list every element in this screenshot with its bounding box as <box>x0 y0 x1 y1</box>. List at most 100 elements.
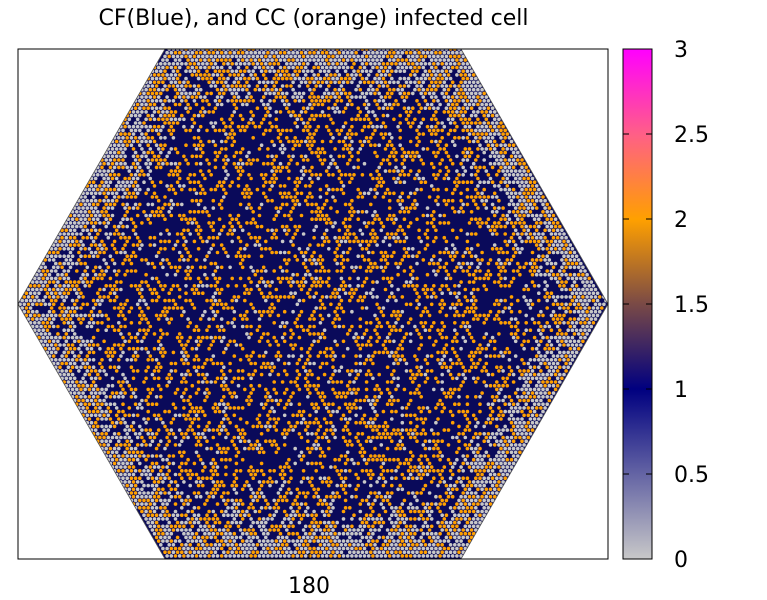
cell <box>366 87 371 92</box>
cell <box>251 136 255 140</box>
cell <box>295 361 300 366</box>
cell <box>400 50 405 55</box>
cell <box>297 62 302 66</box>
cell <box>83 261 87 266</box>
cell <box>576 295 581 299</box>
cell <box>83 358 87 362</box>
cell <box>83 343 87 347</box>
cell <box>469 106 474 110</box>
cell <box>278 147 283 151</box>
cell <box>104 328 108 333</box>
cell <box>507 136 512 140</box>
cell <box>316 258 321 262</box>
cell <box>184 106 188 110</box>
cell <box>560 302 564 307</box>
cell <box>293 91 298 96</box>
cell <box>243 54 247 59</box>
cell <box>530 213 535 218</box>
cell <box>453 254 457 258</box>
cell <box>175 180 180 184</box>
cell <box>427 84 432 88</box>
cell <box>125 254 129 258</box>
cell <box>173 369 178 373</box>
cell <box>215 58 220 62</box>
cell <box>497 117 501 122</box>
cell <box>180 358 184 362</box>
cell <box>348 372 352 377</box>
cell <box>182 354 186 358</box>
cell <box>385 276 390 281</box>
cell <box>278 139 283 144</box>
cell <box>356 210 361 214</box>
cell <box>570 358 575 362</box>
cell <box>310 372 314 377</box>
cell <box>429 102 434 107</box>
cell <box>474 76 478 81</box>
cell <box>322 202 327 207</box>
cell <box>425 235 430 240</box>
cell <box>518 176 522 181</box>
cell <box>75 210 79 214</box>
cell <box>534 184 539 188</box>
cell <box>154 76 159 81</box>
cell <box>501 309 505 314</box>
cell <box>70 335 75 340</box>
cell <box>26 287 31 292</box>
cell <box>343 121 348 125</box>
cell <box>209 284 213 288</box>
cell <box>131 228 136 233</box>
cell <box>358 110 363 114</box>
cell <box>49 343 54 347</box>
cell <box>314 276 319 281</box>
cell <box>261 161 266 166</box>
cell <box>232 161 237 166</box>
cell <box>308 324 312 329</box>
cell <box>402 150 407 155</box>
cell <box>421 309 426 314</box>
cell <box>306 128 310 133</box>
cell <box>383 73 388 77</box>
cell <box>60 295 64 299</box>
cell <box>450 206 455 210</box>
cell <box>280 128 285 133</box>
cell <box>213 187 218 192</box>
cell <box>289 195 293 199</box>
cell <box>77 317 81 321</box>
cell <box>421 287 426 292</box>
cell <box>83 224 87 229</box>
cell <box>49 269 54 273</box>
cell <box>188 210 192 214</box>
cell <box>545 365 549 370</box>
cell <box>385 69 390 73</box>
cell <box>207 110 211 114</box>
cell <box>492 228 497 233</box>
cell <box>352 76 356 81</box>
cell <box>503 261 508 266</box>
cell <box>423 62 428 66</box>
cell <box>152 139 157 144</box>
cell <box>190 154 195 159</box>
cell <box>306 121 310 125</box>
cell <box>396 265 400 270</box>
cell <box>129 113 134 118</box>
cell <box>463 95 468 99</box>
cell <box>406 195 411 199</box>
cell <box>375 58 379 62</box>
cell <box>123 302 127 307</box>
cell <box>440 365 445 370</box>
cell <box>513 250 518 255</box>
cell <box>39 332 43 336</box>
cell <box>215 154 220 159</box>
cell <box>150 180 155 184</box>
cell <box>574 350 579 355</box>
cell <box>503 136 508 140</box>
cell <box>484 272 489 277</box>
cell <box>192 62 197 66</box>
cell <box>419 372 424 377</box>
cell <box>60 302 64 307</box>
cell <box>72 346 77 351</box>
cell <box>497 221 501 225</box>
cell <box>366 221 371 225</box>
cell <box>366 102 371 107</box>
